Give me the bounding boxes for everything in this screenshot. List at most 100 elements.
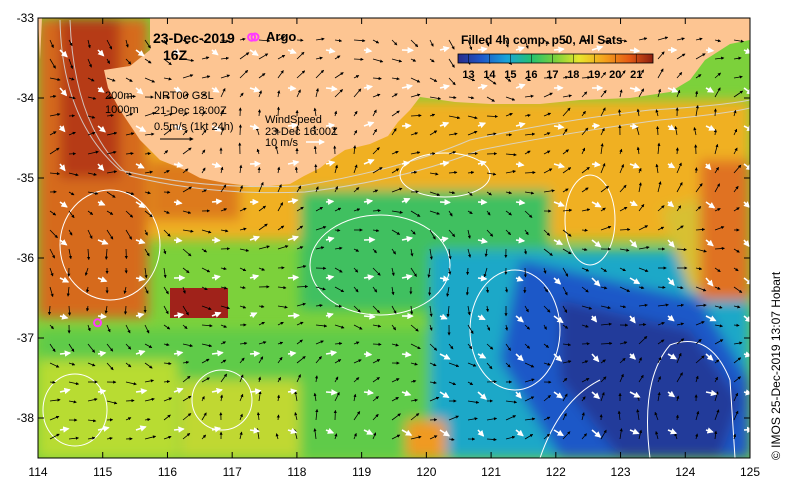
wind-vector xyxy=(59,426,70,433)
current-vector xyxy=(372,228,380,233)
current-vector xyxy=(694,167,698,174)
current-vector xyxy=(581,75,591,80)
current-vector xyxy=(163,170,170,174)
current-vector xyxy=(504,324,509,331)
current-vector xyxy=(600,341,613,346)
x-tick-label: 121 xyxy=(481,465,501,479)
current-vector xyxy=(391,343,399,347)
wind-vector xyxy=(629,85,642,93)
current-vector xyxy=(581,324,589,328)
current-vector xyxy=(448,151,457,155)
current-vector xyxy=(448,437,455,441)
current-vector xyxy=(562,267,569,277)
wind-vector xyxy=(363,274,375,281)
current-vector xyxy=(617,410,621,421)
current-vector xyxy=(68,96,76,100)
current-vector xyxy=(353,359,362,364)
current-vector xyxy=(429,58,435,63)
contour-200-label: 200m xyxy=(105,90,133,102)
current-vector xyxy=(87,39,91,49)
current-vector xyxy=(467,39,473,51)
current-vector xyxy=(182,93,190,98)
wind-vector xyxy=(743,125,750,131)
current-vector xyxy=(524,343,531,349)
wind-vector xyxy=(135,275,146,282)
current-vector xyxy=(49,433,60,440)
current-vector xyxy=(657,88,662,98)
wind-vector xyxy=(135,162,145,169)
current-vector xyxy=(676,338,685,345)
wind-vector xyxy=(515,315,524,323)
current-time-label: 21-Dec 18:00Z xyxy=(154,105,227,117)
current-vector xyxy=(68,191,75,196)
current-vector xyxy=(448,248,452,260)
current-vector xyxy=(87,248,91,261)
current-vector xyxy=(220,109,225,117)
current-vector xyxy=(581,433,587,440)
current-vector xyxy=(581,166,590,174)
current-vector xyxy=(125,172,132,176)
current-vector xyxy=(144,39,151,49)
wind-vector xyxy=(363,198,374,205)
wind-vector xyxy=(439,236,449,243)
current-vector xyxy=(714,267,721,273)
current-vector xyxy=(676,372,683,383)
current-vector xyxy=(67,305,72,316)
current-vector xyxy=(619,373,624,383)
current-vector xyxy=(334,341,343,346)
wind-vector xyxy=(97,86,105,93)
wind-vector xyxy=(325,85,338,92)
current-vector xyxy=(467,170,475,175)
current-vector xyxy=(391,229,401,235)
current-vector xyxy=(106,58,110,64)
current-vector xyxy=(87,58,92,68)
wind-vector xyxy=(135,238,146,245)
current-vector xyxy=(486,437,497,442)
current-vector xyxy=(523,267,527,278)
current-vector xyxy=(486,77,497,85)
current-vector xyxy=(353,411,361,421)
wind-time-label: 23-Dec 16:00Z xyxy=(265,126,338,138)
current-vector xyxy=(619,341,628,345)
wind-vector xyxy=(97,276,108,283)
current-vector xyxy=(372,305,380,314)
wind-vector xyxy=(287,122,299,129)
current-vector xyxy=(258,356,264,364)
current-vector xyxy=(524,77,531,82)
current-vector xyxy=(391,397,399,402)
current-vector xyxy=(638,286,645,290)
current-vector xyxy=(524,94,534,98)
current-vector xyxy=(372,93,381,98)
wind-vector xyxy=(97,313,107,320)
current-vector xyxy=(467,417,478,421)
current-vector xyxy=(695,74,702,79)
current-vector xyxy=(486,172,497,176)
wind-vector xyxy=(705,277,714,287)
wind-vector xyxy=(629,277,641,285)
wind-vector xyxy=(249,235,261,242)
copyright-credit: © IMOS 25-Dec-2019 13:07 Hobart xyxy=(769,271,783,460)
current-vector xyxy=(467,115,478,120)
current-vector xyxy=(68,58,74,70)
current-vector xyxy=(676,322,685,326)
wind-vector xyxy=(211,86,220,93)
current-vector xyxy=(714,359,720,364)
current-vector xyxy=(68,172,79,177)
current-vector xyxy=(467,324,474,335)
current-vector xyxy=(238,124,242,136)
wind-vector xyxy=(59,49,68,58)
wind-vector xyxy=(135,425,147,432)
current-vector xyxy=(467,305,471,316)
wind-vector xyxy=(477,160,487,167)
current-vector xyxy=(714,208,721,212)
current-vector xyxy=(277,54,286,60)
map-date: 23-Dec-2019 xyxy=(153,30,235,46)
current-vector xyxy=(410,151,421,155)
wind-vector xyxy=(173,237,183,244)
current-vector xyxy=(619,39,628,43)
current-vector xyxy=(201,110,206,117)
wind-vector xyxy=(705,239,714,247)
current-vector xyxy=(693,126,697,136)
current-vector xyxy=(125,191,135,196)
current-vector xyxy=(125,112,134,117)
